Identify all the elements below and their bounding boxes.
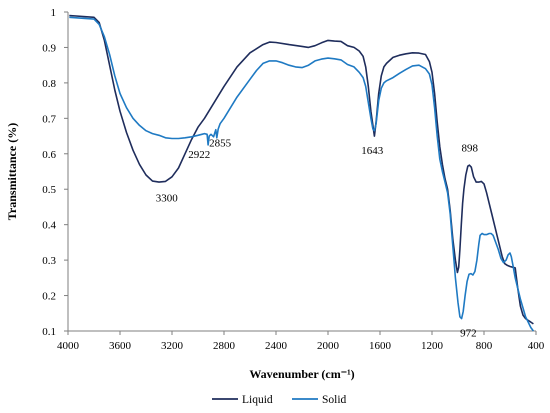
peak-label: 1643: [361, 145, 384, 157]
ticks-layer: 4000 3600 3200 2800 2400 2000 1600 1200 800 400 0.…: [42, 7, 545, 352]
y-tick-label: 1: [51, 7, 57, 19]
legend-label-solid: Solid: [322, 394, 347, 406]
x-tick-label: 400: [528, 340, 545, 352]
axes-frame: [67, 12, 536, 332]
peak-label: 2855: [209, 138, 232, 150]
legend-label-liquid: Liquid: [242, 394, 273, 406]
y-tick-label: 0.1: [42, 326, 56, 338]
x-tick-label: 2000: [317, 340, 340, 352]
series-line-liquid: [69, 14, 534, 325]
x-tick-label: 1200: [421, 340, 444, 352]
x-tick-label: 800: [476, 340, 493, 352]
series-layer: [69, 14, 535, 332]
y-tick-label: 0.5: [42, 184, 56, 196]
x-tick-label: 3600: [109, 340, 132, 352]
y-tick-label: 0.4: [42, 220, 56, 232]
peak-label: 972: [460, 327, 477, 339]
y-tick-label: 0.6: [42, 149, 56, 161]
x-tick-label: 4000: [57, 340, 80, 352]
y-tick-label: 0.2: [42, 291, 56, 303]
legend: Liquid Solid: [212, 394, 347, 406]
series-line-solid: [69, 16, 535, 332]
peak-label: 2922: [188, 149, 210, 161]
y-tick-label: 0.7: [42, 113, 56, 125]
x-tick-label: 3200: [161, 340, 184, 352]
x-tick-label: 1600: [369, 340, 392, 352]
y-tick-label: 0.3: [42, 255, 56, 267]
y-tick-label: 0.8: [42, 78, 56, 90]
y-tick-label: 0.9: [42, 42, 56, 54]
peak-label: 898: [461, 142, 478, 154]
peak-label: 3300: [156, 193, 179, 205]
x-tick-label: 2400: [265, 340, 288, 352]
x-tick-label: 2800: [213, 340, 236, 352]
y-axis-title: Transmittance (%): [5, 123, 19, 220]
x-axis-title: Wavenumber (cm⁻¹): [249, 367, 354, 381]
